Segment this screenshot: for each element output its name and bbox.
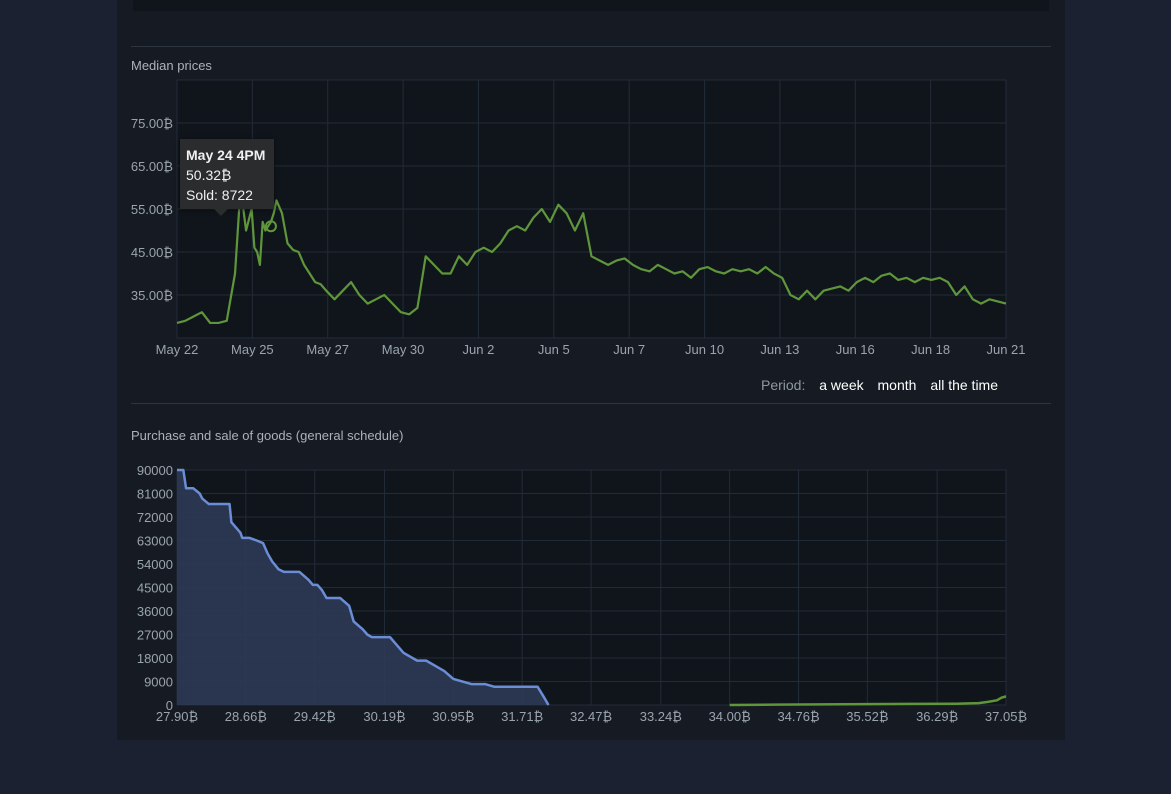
x-tick-label: 31.71₿ — [501, 709, 543, 724]
x-tick-label: Jun 7 — [613, 342, 645, 357]
x-tick-label: 30.95₿ — [432, 709, 474, 724]
x-tick-label: May 27 — [306, 342, 349, 357]
y-tick-label: 36000 — [137, 604, 173, 619]
x-tick-label: 32.47₿ — [570, 709, 612, 724]
x-tick-label: 27.90₿ — [156, 709, 198, 724]
y-tick-label: 72000 — [137, 510, 173, 525]
y-tick-label: 65.00₿ — [131, 159, 173, 174]
y-tick-label: 18000 — [137, 651, 173, 666]
y-tick-label: 27000 — [137, 628, 173, 643]
period-month-link[interactable]: month — [877, 377, 917, 393]
price-tooltip: May 24 4PM 50.32₿ Sold: 8722 — [180, 139, 274, 216]
x-tick-label: Jun 5 — [538, 342, 570, 357]
y-tick-label: 55.00₿ — [131, 202, 173, 217]
y-tick-label: 45.00₿ — [131, 245, 173, 260]
median-section-title: Median prices — [131, 58, 212, 73]
divider — [131, 46, 1051, 47]
x-tick-label: 36.29₿ — [916, 709, 958, 724]
x-tick-label: Jun 10 — [685, 342, 724, 357]
period-week-link[interactable]: a week — [819, 377, 864, 393]
buy-orders-line — [177, 468, 550, 706]
y-tick-label: 9000 — [144, 675, 173, 690]
divider — [131, 403, 1051, 404]
y-tick-label: 63000 — [137, 534, 173, 549]
y-tick-label: 54000 — [137, 557, 173, 572]
x-tick-label: Jun 16 — [836, 342, 875, 357]
x-tick-label: May 22 — [156, 342, 199, 357]
y-tick-label: 90000 — [137, 463, 173, 478]
x-tick-label: 34.00₿ — [709, 709, 751, 724]
order-depth-chart[interactable]: 27.90₿ 28.66₿ 29.42₿ 30.19₿ 30.95₿ 31.71₿ 32.4… — [117, 455, 1065, 730]
y-tick-label: 81000 — [137, 487, 173, 502]
x-tick-label: 35.52₿ — [846, 709, 888, 724]
median-price-chart[interactable]: May 22 May 25 May 27 May 30 Jun 2 Jun 5 Jun 7 J… — [117, 70, 1065, 370]
y-tick-label: 75.00₿ — [131, 116, 173, 131]
x-tick-label: Jun 21 — [986, 342, 1025, 357]
x-tick-label: 28.66₿ — [225, 709, 267, 724]
y-tick-label: 35.00₿ — [131, 288, 173, 303]
x-tick-label: 30.19₿ — [363, 709, 405, 724]
market-panel: Median prices May 22 May 25 May 27 May 30 Ju… — [117, 0, 1065, 740]
y-tick-label: 45000 — [137, 581, 173, 596]
median-price-line — [176, 186, 1007, 325]
sell-orders-line — [729, 695, 1007, 707]
x-tick-label: 33.24₿ — [640, 709, 682, 724]
x-tick-label: 37.05₿ — [985, 709, 1027, 724]
x-tick-label: 34.76₿ — [777, 709, 819, 724]
x-tick-label: Jun 18 — [911, 342, 950, 357]
buy-orders-area — [177, 470, 549, 705]
x-tick-label: Jun 13 — [760, 342, 799, 357]
top-content-box — [133, 0, 1049, 11]
depth-section-title: Purchase and sale of goods (general sche… — [131, 428, 404, 443]
period-label: Period: — [761, 377, 806, 393]
highlight-point — [264, 220, 277, 233]
tooltip-price: 50.32₿ — [186, 167, 232, 183]
x-tick-label: May 30 — [382, 342, 425, 357]
tooltip-sold: Sold: 8722 — [186, 187, 253, 203]
period-selector: Period: a week month all the time — [761, 377, 998, 393]
period-all-link[interactable]: all the time — [930, 377, 999, 393]
x-tick-label: 29.42₿ — [294, 709, 336, 724]
y-tick-label: 0 — [166, 698, 173, 713]
x-tick-label: Jun 2 — [463, 342, 495, 357]
tooltip-date: May 24 4PM — [186, 147, 266, 163]
x-tick-label: May 25 — [231, 342, 274, 357]
